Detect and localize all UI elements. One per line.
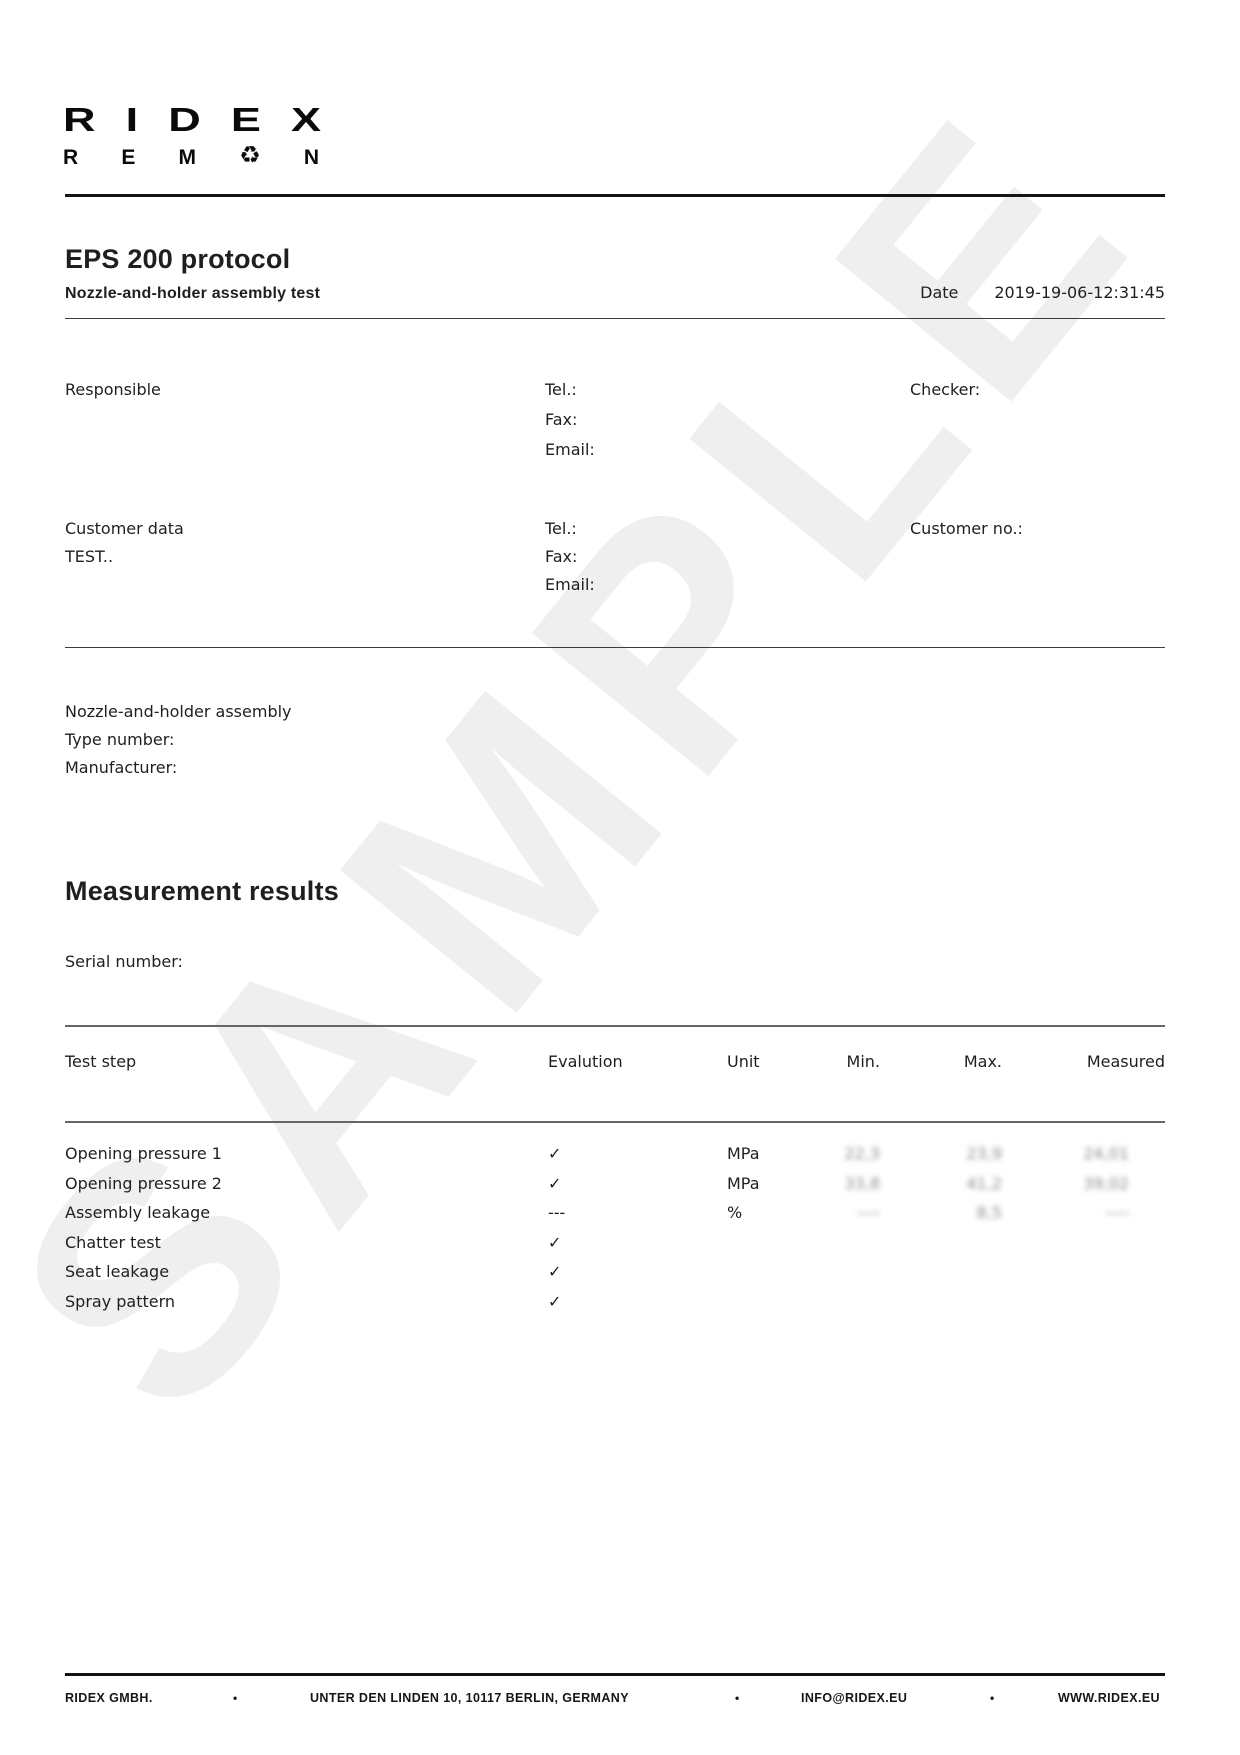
- page-subtitle: Nozzle-and-holder assembly test: [65, 285, 321, 302]
- footer-website: WWW.RIDEX.EU: [1057, 1691, 1160, 1705]
- email-label: Email:: [545, 440, 595, 459]
- divider: [65, 318, 1165, 319]
- table-row: Spray pattern ✓: [0, 1292, 1240, 1314]
- divider: [65, 194, 1165, 197]
- min-value: ----: [856, 1203, 880, 1222]
- unit-value: %: [727, 1203, 743, 1222]
- logo-letter: M: [178, 146, 197, 169]
- column-header-max: Max.: [963, 1052, 1002, 1071]
- table-row: Chatter test ✓: [0, 1233, 1240, 1255]
- logo: R I D E X R E M ♻ N: [63, 103, 321, 168]
- customer-no-label: Customer no.:: [910, 519, 1023, 538]
- fax-label: Fax:: [545, 547, 578, 566]
- responsible-label: Responsible: [65, 380, 161, 399]
- fax-label: Fax:: [545, 410, 578, 429]
- customer-data-label: Customer data: [65, 519, 184, 538]
- footer-email: INFO@RIDEX.EU: [801, 1691, 908, 1705]
- section-heading: Measurement results: [65, 876, 339, 906]
- min-value: 22,3: [844, 1144, 880, 1163]
- test-step: Assembly leakage: [65, 1203, 211, 1222]
- max-value: 23,9: [966, 1144, 1002, 1163]
- tel-label: Tel.:: [545, 380, 577, 399]
- subtitle-row: Nozzle-and-holder assembly test Date 201…: [65, 283, 1165, 303]
- tel-label: Tel.:: [545, 519, 577, 538]
- test-step: Chatter test: [65, 1233, 161, 1252]
- table-divider: [65, 1121, 1165, 1123]
- checkmark-icon: ✓: [548, 1262, 562, 1281]
- footer-bullet: •: [735, 1691, 740, 1705]
- column-header-min: Min.: [846, 1052, 880, 1071]
- logo-letter: X: [290, 100, 321, 139]
- column-header-evaluation: Evalution: [548, 1052, 623, 1071]
- email-label: Email:: [545, 575, 595, 594]
- customer-name: TEST..: [65, 547, 114, 566]
- page-title: EPS 200 protocol: [65, 244, 291, 274]
- logo-letter: E: [230, 100, 261, 139]
- logo-letter: R: [63, 100, 96, 139]
- recycle-icon: ♻: [239, 142, 261, 169]
- measured-value: 39,02: [1083, 1174, 1129, 1193]
- table-divider: [65, 1025, 1165, 1027]
- checkmark-icon: ✓: [548, 1174, 562, 1193]
- checkmark-icon: ✓: [548, 1144, 562, 1163]
- measured-value: 24,01: [1083, 1144, 1129, 1163]
- date-label: Date: [920, 283, 959, 302]
- footer-divider: [65, 1673, 1165, 1676]
- assembly-title: Nozzle-and-holder assembly: [65, 702, 292, 721]
- checker-label: Checker:: [910, 380, 981, 399]
- column-header-measured: Measured: [1086, 1052, 1165, 1071]
- dash-evaluation: ---: [548, 1203, 566, 1222]
- divider: [65, 647, 1165, 648]
- logo-brand: R I D E X: [63, 103, 321, 136]
- logo-letter: E: [121, 146, 136, 169]
- date-block: Date 2019-19-06-12:31:45: [920, 283, 1165, 302]
- table-row: Opening pressure 1 ✓ MPa 22,3 23,9 24,01: [0, 1144, 1240, 1166]
- checkmark-icon: ✓: [548, 1292, 562, 1311]
- checkmark-icon: ✓: [548, 1233, 562, 1252]
- max-value: 41,2: [966, 1174, 1002, 1193]
- footer-bullet: •: [233, 1691, 238, 1705]
- logo-letter: R: [63, 146, 79, 169]
- date-value: 2019-19-06-12:31:45: [994, 283, 1165, 302]
- footer-bullet: •: [990, 1691, 995, 1705]
- test-step: Spray pattern: [65, 1292, 176, 1311]
- serial-number-label: Serial number:: [65, 952, 183, 971]
- logo-letter: N: [303, 146, 319, 169]
- manufacturer-label: Manufacturer:: [65, 758, 178, 777]
- logo-reman-line: R E M ♻ N: [63, 142, 319, 169]
- min-value: 33,8: [844, 1174, 880, 1193]
- logo-letter: I: [125, 100, 139, 139]
- max-value: 8,5: [976, 1203, 1002, 1222]
- table-row: Opening pressure 2 ✓ MPa 33,8 41,2 39,02: [0, 1174, 1240, 1196]
- column-header-unit: Unit: [727, 1052, 760, 1071]
- measured-value: ----: [1105, 1203, 1129, 1222]
- unit-value: MPa: [727, 1144, 760, 1163]
- unit-value: MPa: [727, 1174, 760, 1193]
- type-number-label: Type number:: [65, 730, 175, 749]
- table-row: Assembly leakage --- % ---- 8,5 ----: [0, 1203, 1240, 1225]
- test-step: Opening pressure 1: [65, 1144, 222, 1163]
- footer-address: UNTER DEN LINDEN 10, 10117 BERLIN, GERMA…: [310, 1691, 629, 1705]
- table-header-row: Test step Evalution Unit Min. Max. Measu…: [0, 1052, 1240, 1074]
- column-header-test-step: Test step: [65, 1052, 137, 1071]
- logo-letter: D: [168, 100, 201, 139]
- table-row: Seat leakage ✓: [0, 1262, 1240, 1284]
- test-step: Seat leakage: [65, 1262, 170, 1281]
- footer-company: RIDEX GMBH.: [65, 1691, 153, 1705]
- test-step: Opening pressure 2: [65, 1174, 222, 1193]
